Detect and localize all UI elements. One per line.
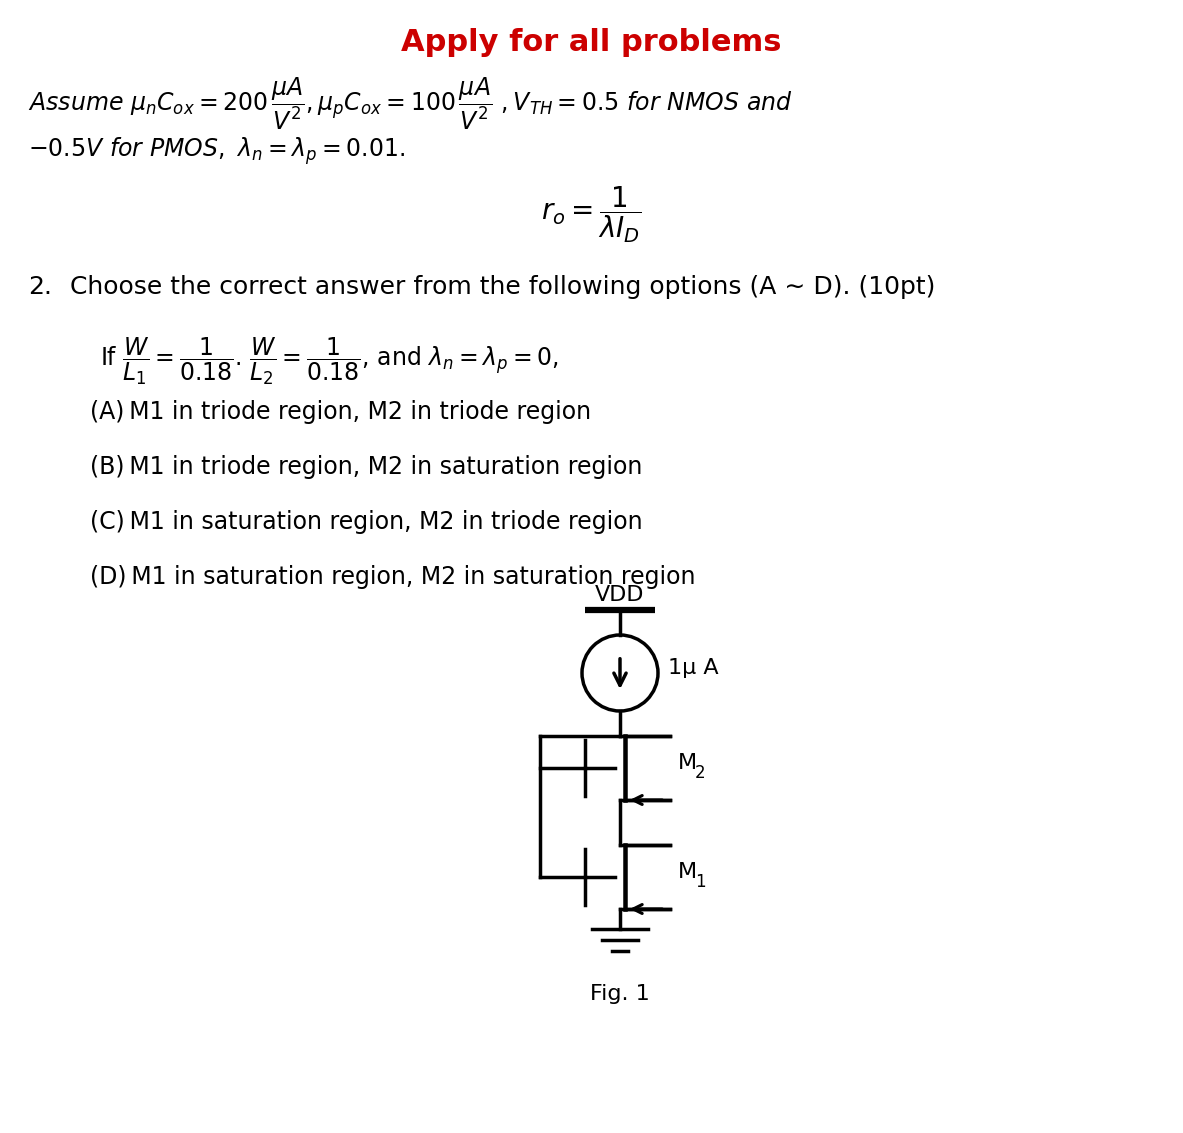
Text: (D) M1 in saturation region, M2 in saturation region: (D) M1 in saturation region, M2 in satur…: [90, 565, 696, 589]
Text: If $\dfrac{W}{L_1} = \dfrac{1}{0.18}$. $\dfrac{W}{L_2} = \dfrac{1}{0.18}$, and $: If $\dfrac{W}{L_1} = \dfrac{1}{0.18}$. $…: [101, 335, 560, 386]
Text: (A) M1 in triode region, M2 in triode region: (A) M1 in triode region, M2 in triode re…: [90, 400, 592, 424]
Text: (C) M1 in saturation region, M2 in triode region: (C) M1 in saturation region, M2 in triod…: [90, 510, 642, 534]
Text: $r_o = \dfrac{1}{\lambda I_D}$: $r_o = \dfrac{1}{\lambda I_D}$: [541, 185, 641, 246]
Text: M: M: [678, 862, 697, 881]
Text: $\mathit{Assume}\ \mu_n C_{ox} = 200\,\dfrac{\mu A}{V^2},\mu_p C_{ox} = 100\,\df: $\mathit{Assume}\ \mu_n C_{ox} = 200\,\d…: [28, 75, 793, 131]
Text: Choose the correct answer from the following options (A ∼ D). (10pt): Choose the correct answer from the follo…: [70, 275, 936, 299]
Text: 2.: 2.: [28, 275, 52, 299]
Text: M: M: [678, 753, 697, 773]
Text: 1μ A: 1μ A: [668, 658, 718, 678]
Text: 1: 1: [694, 874, 705, 891]
Text: 2: 2: [694, 764, 705, 782]
Text: Apply for all problems: Apply for all problems: [401, 28, 781, 57]
Text: Fig. 1: Fig. 1: [590, 983, 649, 1004]
Text: VDD: VDD: [595, 585, 645, 605]
Text: $\mathit{-0.5V\ for\ PMOS,}\ \lambda_n = \lambda_p = 0.01.$: $\mathit{-0.5V\ for\ PMOS,}\ \lambda_n =…: [28, 135, 406, 167]
Text: (B) M1 in triode region, M2 in saturation region: (B) M1 in triode region, M2 in saturatio…: [90, 455, 642, 479]
